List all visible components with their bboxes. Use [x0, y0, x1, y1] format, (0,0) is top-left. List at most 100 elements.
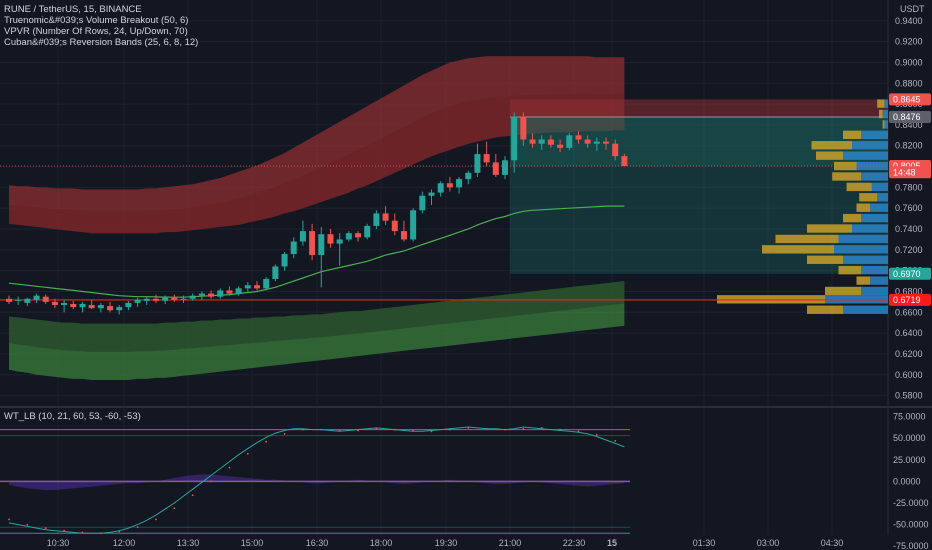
price-badge-label: 14:48: [893, 167, 916, 177]
osc-wt2-dot: [614, 439, 617, 442]
candle-down: [621, 156, 628, 167]
candle-up: [410, 210, 417, 240]
osc-wt2-dot: [44, 527, 47, 529]
candle-up: [263, 278, 270, 289]
time-tick-label: 13:30: [177, 538, 200, 548]
price-tick-label: 0.7400: [895, 224, 923, 234]
indicator-volume-breakout[interactable]: Truenomic&#039;s Volume Breakout (50, 6): [4, 15, 189, 26]
time-axis[interactable]: 10:30 12:00 13:30 15:00 16:30 18:00 19:30 21:00…: [47, 538, 844, 548]
candle-down: [152, 298, 159, 301]
vp-bar-up: [852, 141, 888, 150]
osc-wt2-dot: [8, 518, 10, 521]
price-badge-label: 0.8645: [893, 94, 921, 104]
osc-wt2-dot: [81, 531, 84, 534]
osc-wt2-dot: [246, 452, 249, 455]
time-tick-label: 04:30: [821, 538, 844, 548]
volume-profile: [717, 99, 888, 314]
time-tick-label: 10:30: [47, 538, 70, 548]
osc-tick-label: -75.0000: [893, 541, 929, 550]
candle-up: [456, 179, 463, 188]
vp-bar-down: [882, 120, 885, 129]
reversion-bands: [9, 56, 625, 380]
candle-up: [566, 135, 573, 148]
vp-bar-up: [871, 182, 888, 192]
candle-down: [575, 135, 582, 140]
candle-down: [51, 301, 58, 306]
osc-wt2-dot: [302, 428, 304, 431]
osc-tick-label: 0.0000: [893, 476, 921, 486]
candle-down: [327, 234, 334, 244]
price-tick-label: 0.7600: [895, 203, 923, 213]
main-legend: RUNE / TetherUS, 15, BINANCE Truenomic&#…: [4, 4, 198, 48]
time-tick-label: 19:30: [435, 538, 458, 548]
candle-up: [336, 239, 343, 244]
candle-up: [299, 231, 306, 242]
candle-down: [400, 231, 407, 240]
candle-up: [474, 154, 481, 173]
stop-zone: [510, 99, 888, 118]
vp-bar-down: [834, 161, 857, 171]
candle-up: [217, 290, 224, 297]
time-tick-label: 15: [607, 538, 617, 548]
oscillator-legend[interactable]: WT_LB (10, 21, 60, 53, -60, -53): [4, 411, 141, 422]
vp-bar-up: [834, 245, 888, 254]
vp-bar-up: [861, 286, 888, 296]
candle-up: [318, 234, 325, 256]
candle-up: [244, 285, 251, 289]
osc-wt2-dot: [522, 427, 525, 430]
candle-down: [309, 231, 316, 256]
price-tick-label: 0.8200: [895, 141, 923, 151]
price-tick-label: 0.8800: [895, 78, 923, 88]
candle-down: [88, 305, 95, 309]
vp-bar-down: [807, 255, 843, 264]
price-tick-label: 0.9200: [895, 37, 923, 47]
price-tick-label: 0.6200: [895, 349, 923, 359]
vp-bar-up: [843, 255, 888, 264]
candle-up: [143, 298, 150, 301]
lower-band-inner: [9, 281, 625, 352]
vp-bar-up: [884, 99, 888, 108]
osc-wt2-dot: [320, 428, 323, 431]
time-tick-label: 21:00: [499, 538, 522, 548]
osc-area: [9, 474, 625, 491]
candle-down: [355, 233, 362, 238]
candle-up: [198, 293, 205, 296]
osc-wt2-dot: [118, 530, 121, 533]
candle-down: [492, 162, 499, 175]
indicator-vpvr[interactable]: VPVR (Number Of Rows, 24, Up/Down, 70): [4, 26, 188, 37]
candle-down: [446, 183, 453, 188]
price-badge-label: 0.6970: [893, 269, 921, 279]
ma-line: [8, 205, 625, 298]
vp-bar-down: [807, 305, 843, 314]
osc-wt2-dot: [595, 433, 598, 436]
symbol-title[interactable]: RUNE / TetherUS, 15, BINANCE: [4, 4, 142, 15]
candle-down: [520, 116, 527, 140]
osc-wt2-dot: [283, 433, 286, 435]
osc-wt1-line: [8, 426, 625, 534]
candle-up: [162, 297, 169, 301]
vp-bar-up: [861, 213, 888, 223]
candle-down: [603, 141, 610, 144]
osc-wt2-dot: [173, 507, 176, 510]
candle-down: [584, 139, 591, 144]
candle-up: [419, 195, 426, 211]
osc-wt2-dot: [26, 523, 29, 526]
vp-bar-up: [856, 161, 888, 171]
candle-up: [281, 254, 288, 267]
vp-bar-down: [846, 182, 872, 192]
indicator-reversion-bands[interactable]: Cuban&#039;s Reversion Bands (25, 6, 8, …: [4, 37, 199, 48]
candle-down: [483, 154, 490, 163]
osc-wt2-dot: [99, 532, 102, 535]
vp-bar-down: [859, 193, 878, 202]
price-tick-label: 0.7200: [895, 245, 923, 255]
candle-down: [171, 297, 178, 300]
upper-band-inner: [9, 93, 625, 234]
candle-up: [61, 302, 68, 306]
osc-tick-label: -25.0000: [893, 498, 929, 508]
candle-down: [226, 290, 233, 294]
osc-wt2-dot: [467, 426, 470, 429]
vp-bar-up: [882, 109, 888, 119]
candle-down: [70, 303, 77, 308]
price-badge-label: 0.6719: [893, 295, 921, 305]
candle-down: [547, 139, 554, 145]
